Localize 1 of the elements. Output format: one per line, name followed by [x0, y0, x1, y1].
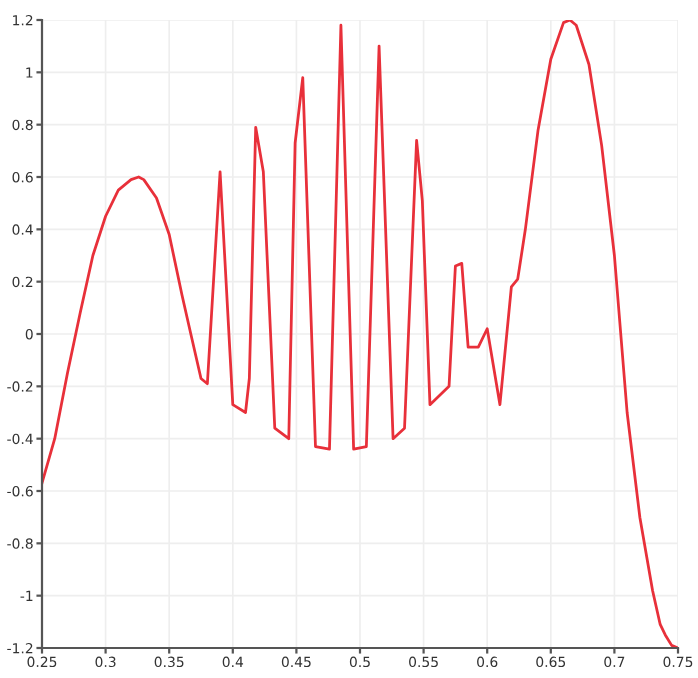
- line-series: [42, 20, 678, 648]
